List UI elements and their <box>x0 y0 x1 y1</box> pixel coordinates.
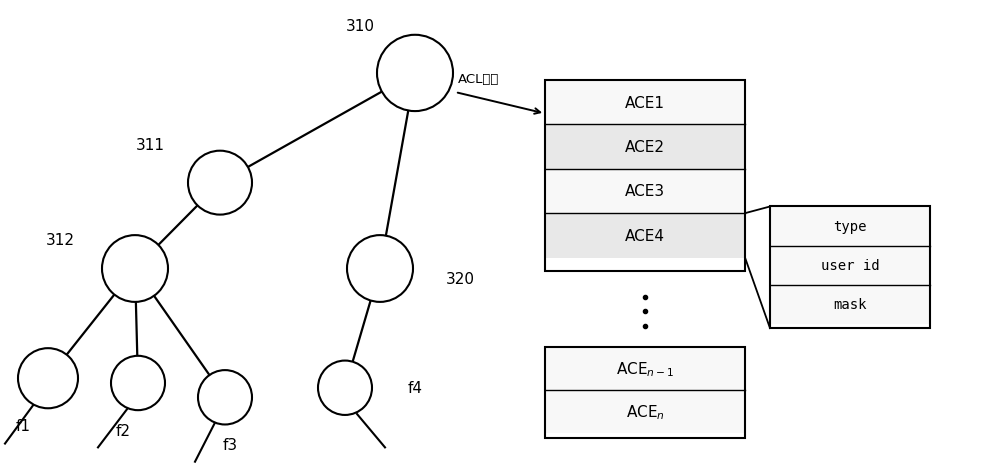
Text: f2: f2 <box>116 423 130 438</box>
Text: type: type <box>833 219 867 234</box>
Bar <box>545 214 745 258</box>
Text: ACE3: ACE3 <box>625 184 665 199</box>
Bar <box>770 207 930 246</box>
Bar <box>545 347 745 438</box>
Text: 312: 312 <box>46 233 75 248</box>
Ellipse shape <box>18 348 78 408</box>
Text: 311: 311 <box>136 138 164 153</box>
Text: f1: f1 <box>16 418 30 434</box>
Bar <box>770 207 930 328</box>
Bar <box>545 81 745 125</box>
Bar <box>545 390 745 433</box>
Ellipse shape <box>198 370 252 425</box>
Bar <box>545 169 745 214</box>
Ellipse shape <box>102 236 168 302</box>
Ellipse shape <box>111 356 165 410</box>
Text: $\mathrm{ACE}_{n}$: $\mathrm{ACE}_{n}$ <box>626 402 664 421</box>
Ellipse shape <box>318 361 372 415</box>
Ellipse shape <box>188 151 252 215</box>
Bar <box>545 125 745 169</box>
Text: f4: f4 <box>408 380 422 396</box>
Text: mask: mask <box>833 298 867 312</box>
Text: 310: 310 <box>346 19 374 34</box>
Ellipse shape <box>377 36 453 112</box>
Text: ACE4: ACE4 <box>625 228 665 243</box>
Bar <box>545 81 745 271</box>
Text: ACL记录: ACL记录 <box>458 73 499 86</box>
Bar <box>770 285 930 324</box>
Text: ACE1: ACE1 <box>625 96 665 110</box>
Text: user id: user id <box>821 258 879 273</box>
Text: ACE2: ACE2 <box>625 140 665 155</box>
Bar <box>770 246 930 285</box>
Text: 320: 320 <box>446 271 475 286</box>
Ellipse shape <box>347 236 413 302</box>
Bar <box>545 347 745 390</box>
Text: $\mathrm{ACE}_{n-1}$: $\mathrm{ACE}_{n-1}$ <box>616 359 674 378</box>
Text: f3: f3 <box>222 437 238 453</box>
